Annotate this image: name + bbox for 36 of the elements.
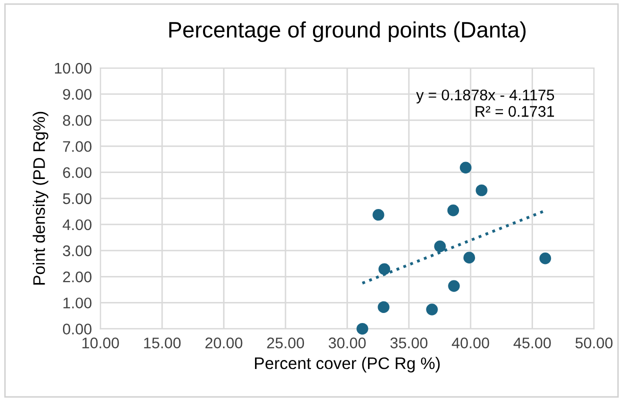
- point: [476, 184, 488, 196]
- point: [539, 252, 552, 264]
- y-tick-label: 4.00: [62, 219, 92, 230]
- x-tick-label: 10.00: [82, 338, 119, 348]
- point: [463, 252, 476, 264]
- y-tick-label: 1.00: [64, 298, 92, 308]
- y-tick-label: 2.00: [63, 272, 92, 282]
- point: [447, 204, 460, 216]
- point: [372, 208, 384, 221]
- y-tick-label: 9.00: [63, 88, 92, 100]
- x-tick-label: 50.00: [575, 338, 613, 348]
- x-axis-title: Percent cover (PC Rg %): [255, 356, 440, 372]
- point: [426, 304, 438, 316]
- point: [448, 280, 460, 292]
- annotation: y = 0.1878x - 4.1175 R² = 0.1731: [416, 90, 554, 117]
- point: [378, 263, 390, 275]
- x-tick-label: 30.00: [328, 338, 366, 348]
- x-tick-label: 20.00: [205, 338, 242, 348]
- y-tick-label: 10.00: [55, 62, 92, 74]
- y-axis-title: Point density (PD Rg%): [32, 112, 48, 285]
- chart-title: Percentage of ground points (Danta): [169, 21, 526, 42]
- point: [378, 301, 390, 313]
- y-tick-label: 6.00: [63, 167, 92, 178]
- y-tick-label: 5.00: [62, 193, 92, 204]
- y-tick-label: 7.00: [63, 141, 92, 152]
- x-tick-label: 25.00: [267, 338, 304, 348]
- point: [460, 162, 472, 174]
- point: [434, 240, 446, 252]
- y-tick-label: 0.00: [62, 324, 92, 334]
- y-tick-label: 3.00: [62, 245, 92, 256]
- x-tick-label: 15.00: [144, 338, 181, 348]
- x-tick-label: 35.00: [390, 338, 428, 348]
- x-tick-label: 40.00: [452, 338, 490, 348]
- y-tick-label: 8.00: [63, 115, 92, 126]
- point: [356, 322, 368, 335]
- x-tick-label: 45.00: [514, 338, 551, 348]
